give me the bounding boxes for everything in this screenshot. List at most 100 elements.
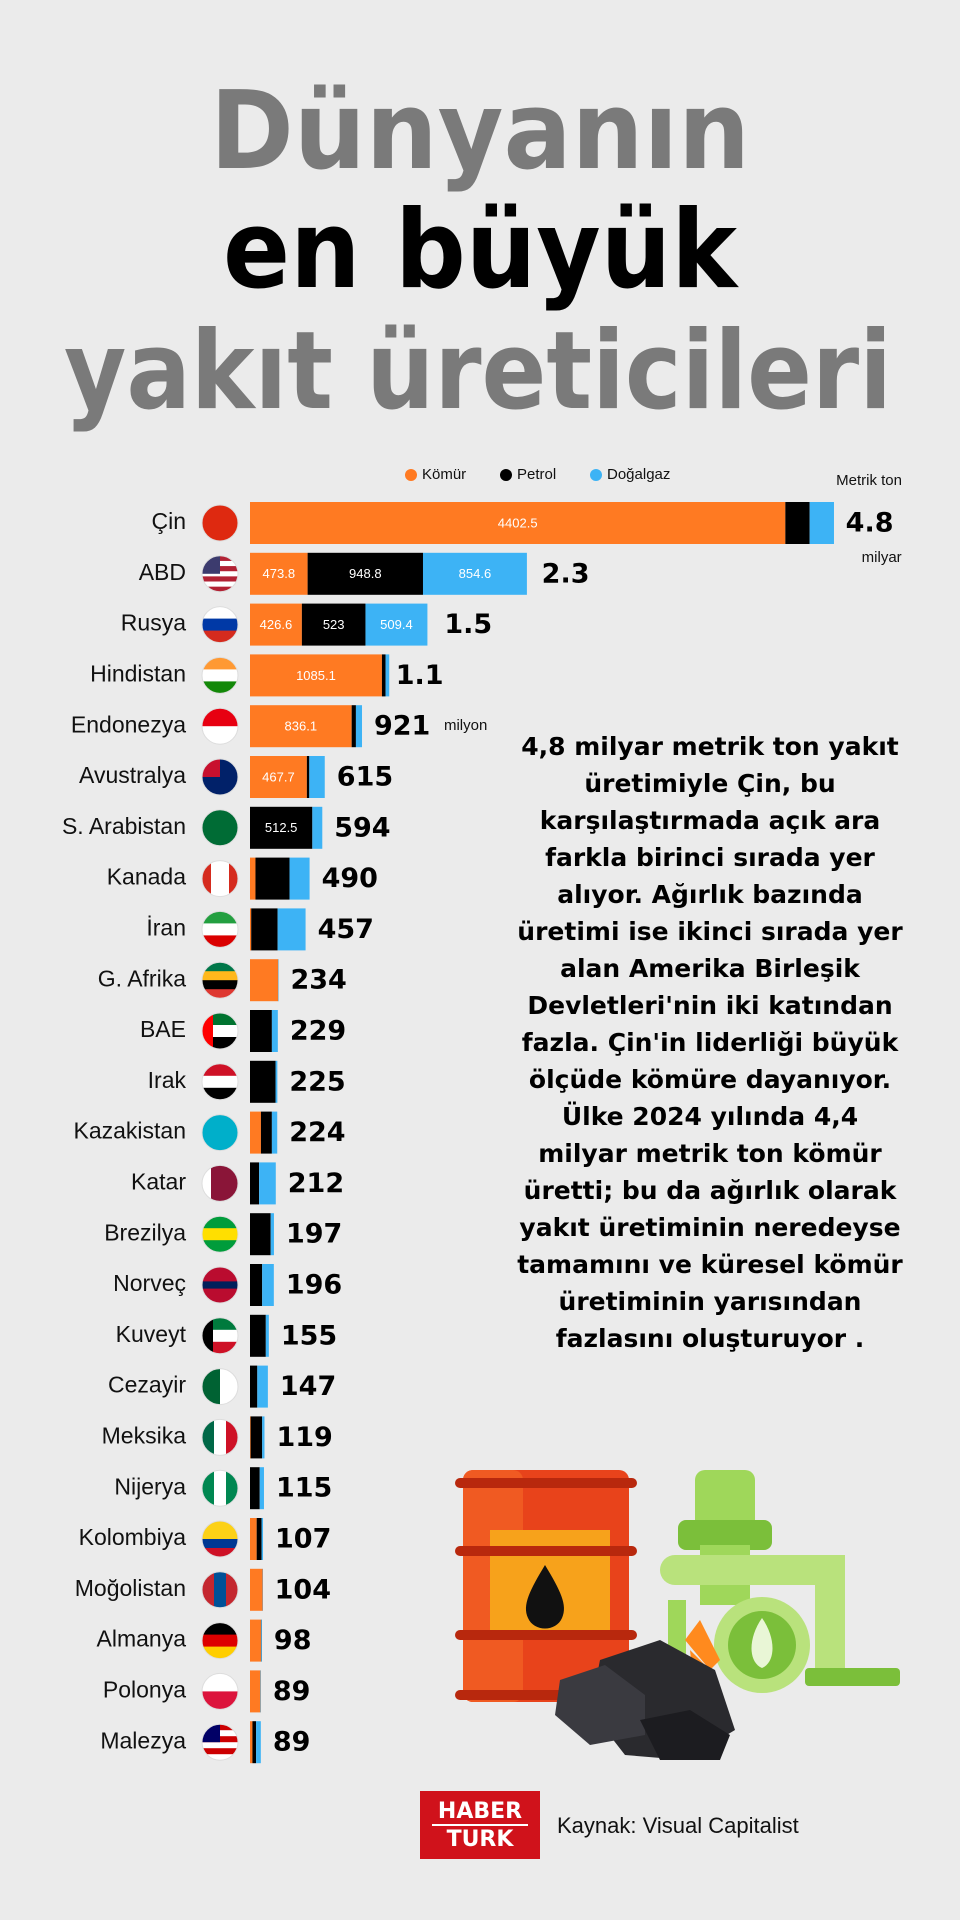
flag-band bbox=[202, 1240, 238, 1253]
flag-band bbox=[202, 708, 238, 727]
flag-ring bbox=[201, 809, 239, 847]
bar-segment bbox=[256, 1518, 262, 1560]
flag-ring bbox=[201, 1571, 239, 1609]
total-label: 490 bbox=[322, 863, 378, 894]
bar-segment bbox=[307, 552, 423, 595]
category-label: Çin bbox=[151, 508, 186, 534]
bar-segment bbox=[351, 705, 356, 748]
flag-band bbox=[226, 1419, 238, 1456]
flag-band bbox=[202, 1539, 238, 1549]
bar-segment bbox=[250, 806, 313, 849]
flag bbox=[202, 1419, 238, 1456]
flag-band bbox=[202, 923, 238, 936]
bar-segment bbox=[250, 1416, 263, 1459]
flag-band bbox=[202, 1288, 238, 1297]
flag bbox=[202, 1724, 238, 1761]
category-label: Avustralya bbox=[79, 762, 186, 788]
bar-segment bbox=[250, 1111, 261, 1154]
bar-segment bbox=[250, 502, 786, 544]
category-label: G. Afrika bbox=[98, 965, 186, 991]
flag-band bbox=[202, 1087, 238, 1100]
bar-segment bbox=[355, 705, 363, 748]
flag bbox=[202, 860, 238, 897]
flag-band bbox=[202, 581, 238, 588]
flag-ring bbox=[201, 1114, 239, 1152]
flag-band bbox=[202, 1281, 238, 1290]
title-line: Dünyanın bbox=[210, 69, 750, 194]
bar-segment bbox=[271, 1111, 278, 1154]
flag-band bbox=[226, 1571, 238, 1608]
flag-band bbox=[202, 860, 212, 897]
bar-segment bbox=[312, 806, 323, 849]
category-label: Kuveyt bbox=[116, 1321, 187, 1347]
flag-band bbox=[202, 1634, 238, 1648]
flag-band bbox=[202, 1075, 238, 1089]
flag bbox=[202, 1165, 238, 1202]
title-line: yakıt üreticileri bbox=[64, 309, 892, 434]
flag-ring bbox=[201, 606, 239, 644]
category-label: BAE bbox=[140, 1016, 186, 1042]
flag-band bbox=[202, 809, 238, 846]
category-label: Polonya bbox=[103, 1676, 186, 1702]
flag bbox=[202, 1622, 238, 1659]
bar-segment bbox=[250, 1416, 251, 1459]
bar-segment bbox=[257, 1365, 268, 1408]
flag-band bbox=[202, 586, 238, 592]
flag bbox=[202, 962, 238, 999]
flag bbox=[202, 911, 238, 948]
flag bbox=[202, 1013, 238, 1049]
legend-swatch bbox=[500, 469, 512, 481]
flag-ring bbox=[201, 656, 239, 694]
category-label: Katar bbox=[131, 1168, 186, 1194]
flag bbox=[202, 1267, 238, 1303]
bar-segment bbox=[289, 857, 310, 900]
segment-label: 948.8 bbox=[349, 566, 382, 581]
bar-segment bbox=[262, 1416, 265, 1459]
bar-segment bbox=[250, 654, 382, 697]
bar-segment bbox=[262, 1264, 274, 1306]
total-label: 225 bbox=[289, 1066, 345, 1097]
flag-band bbox=[202, 935, 238, 948]
category-label: Malezya bbox=[100, 1727, 186, 1753]
flag-ring bbox=[201, 860, 239, 898]
flag-band bbox=[202, 1274, 238, 1282]
bar-segment bbox=[250, 857, 256, 900]
bar-segment bbox=[250, 1518, 257, 1560]
bar-segment bbox=[275, 1060, 278, 1103]
flag-band bbox=[202, 1165, 212, 1202]
flag-hoist bbox=[202, 1013, 213, 1049]
flag-band bbox=[202, 1691, 238, 1710]
flag-band bbox=[202, 1521, 238, 1531]
bar-segment bbox=[365, 603, 428, 646]
bar-segment bbox=[251, 908, 278, 951]
total-label: 147 bbox=[280, 1371, 336, 1402]
total-label: 594 bbox=[334, 812, 390, 843]
total-label: 229 bbox=[290, 1016, 346, 1047]
total-label: 212 bbox=[288, 1168, 344, 1199]
total-label: 224 bbox=[289, 1117, 345, 1148]
bar-segment bbox=[250, 1721, 253, 1764]
total-label: 196 bbox=[286, 1270, 342, 1301]
total-label: 104 bbox=[275, 1574, 331, 1605]
flag-ring bbox=[201, 1723, 239, 1761]
flag-band bbox=[202, 1063, 238, 1077]
flag-band bbox=[202, 1754, 238, 1761]
category-label: Hindistan bbox=[90, 660, 186, 686]
segment-label: 1085.1 bbox=[296, 668, 336, 683]
flag-band bbox=[214, 1470, 227, 1507]
flag bbox=[202, 555, 238, 592]
flag bbox=[202, 1114, 238, 1151]
flag-band bbox=[211, 1165, 221, 1202]
bar-segment bbox=[250, 1619, 261, 1662]
total-label: 107 bbox=[275, 1524, 331, 1555]
flag-ring bbox=[201, 1622, 239, 1660]
bar-segment bbox=[250, 1670, 261, 1713]
flag-ring bbox=[201, 1418, 239, 1456]
flag-ring bbox=[201, 1266, 239, 1304]
legend-label: Petrol bbox=[517, 466, 556, 483]
bar-segment bbox=[250, 959, 278, 1002]
bar-segment bbox=[250, 756, 307, 798]
title-line: en büyük bbox=[223, 188, 739, 313]
annotation: 4,8 milyar metrik ton yakıt üretimiyle Ç… bbox=[517, 732, 903, 1353]
